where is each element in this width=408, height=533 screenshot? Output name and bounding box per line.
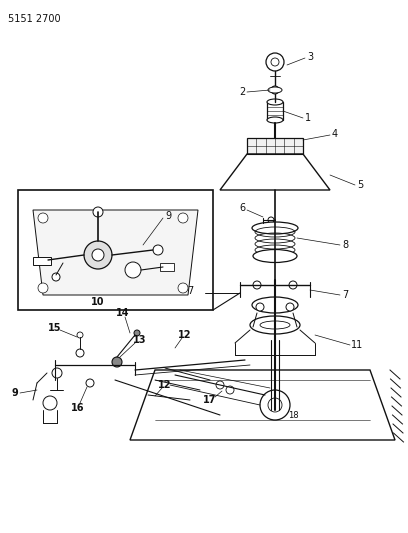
Bar <box>160 263 174 271</box>
Ellipse shape <box>253 249 297 262</box>
Circle shape <box>93 207 103 217</box>
Text: 9: 9 <box>11 388 18 398</box>
Text: 13: 13 <box>133 335 147 345</box>
Text: 2: 2 <box>239 87 245 97</box>
Circle shape <box>92 249 104 261</box>
Circle shape <box>266 53 284 71</box>
Circle shape <box>253 281 261 289</box>
Circle shape <box>52 273 60 281</box>
Circle shape <box>226 386 234 394</box>
Text: 17: 17 <box>203 395 217 405</box>
Ellipse shape <box>252 297 298 313</box>
Text: 12: 12 <box>178 330 192 340</box>
Ellipse shape <box>250 316 300 334</box>
Circle shape <box>38 213 48 223</box>
Circle shape <box>178 283 188 293</box>
Circle shape <box>256 303 264 311</box>
Circle shape <box>52 368 62 378</box>
Circle shape <box>77 332 83 338</box>
Bar <box>247 138 303 154</box>
Circle shape <box>84 241 112 269</box>
Circle shape <box>260 390 290 420</box>
Ellipse shape <box>267 99 283 105</box>
Text: 6: 6 <box>239 203 245 213</box>
Circle shape <box>271 86 279 94</box>
Polygon shape <box>220 154 330 190</box>
Text: 12: 12 <box>158 380 172 390</box>
Circle shape <box>125 262 141 278</box>
Text: 5151 2700: 5151 2700 <box>8 14 61 24</box>
Text: 3: 3 <box>307 52 313 62</box>
Circle shape <box>178 213 188 223</box>
Polygon shape <box>130 370 395 440</box>
Circle shape <box>268 217 274 223</box>
Text: 11: 11 <box>351 340 363 350</box>
Text: 18: 18 <box>288 410 298 419</box>
Ellipse shape <box>268 87 282 93</box>
Circle shape <box>86 379 94 387</box>
Circle shape <box>271 58 279 66</box>
Bar <box>18 190 213 310</box>
Text: 16: 16 <box>71 403 85 413</box>
Text: 7: 7 <box>187 286 193 296</box>
Text: 10: 10 <box>91 297 105 307</box>
Text: 15: 15 <box>48 323 62 333</box>
Text: 14: 14 <box>116 308 130 318</box>
Bar <box>267 102 283 120</box>
Circle shape <box>38 283 48 293</box>
Text: 5: 5 <box>357 180 363 190</box>
Circle shape <box>286 303 294 311</box>
Circle shape <box>43 396 57 410</box>
Ellipse shape <box>267 117 283 123</box>
Text: 8: 8 <box>342 240 348 250</box>
Circle shape <box>76 349 84 357</box>
Bar <box>33 257 51 265</box>
Text: 7: 7 <box>342 290 348 300</box>
Circle shape <box>112 357 122 367</box>
Ellipse shape <box>252 222 298 234</box>
Circle shape <box>216 381 224 389</box>
Circle shape <box>153 245 163 255</box>
Polygon shape <box>33 210 198 295</box>
Text: 4: 4 <box>332 129 338 139</box>
Circle shape <box>268 398 282 412</box>
Ellipse shape <box>260 321 290 329</box>
Text: 9: 9 <box>165 211 171 221</box>
Circle shape <box>289 281 297 289</box>
Text: 1: 1 <box>305 113 311 123</box>
Circle shape <box>134 330 140 336</box>
